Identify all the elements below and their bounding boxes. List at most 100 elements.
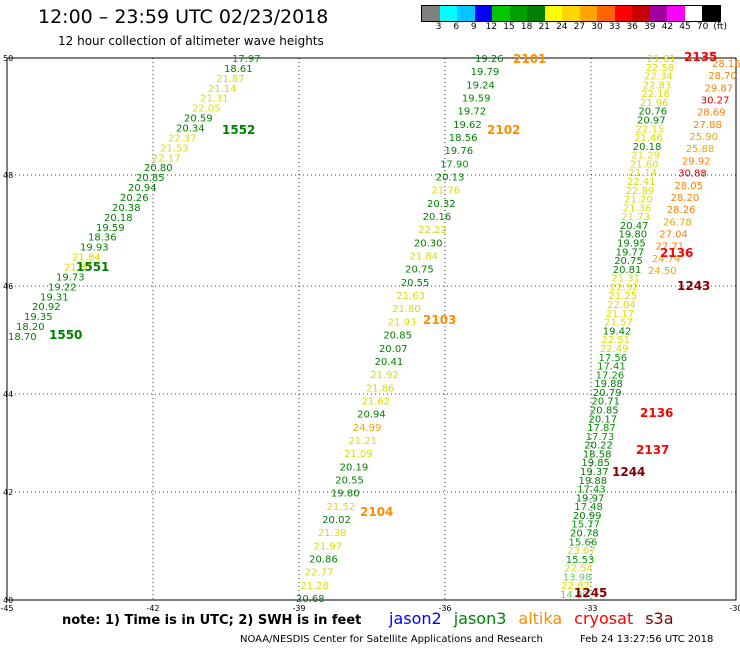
wave-height-value: 28.69 — [697, 108, 726, 119]
wave-height-value: 21.76 — [431, 186, 460, 197]
wave-height-value: 19.59 — [462, 94, 491, 105]
wave-height-value: 17.43 — [577, 485, 606, 496]
wave-height-value: 20.38 — [112, 203, 141, 214]
pass-number-label: 2101 — [513, 52, 546, 66]
wave-height-value: 21.17 — [606, 309, 635, 320]
wave-height-value: 20.94 — [128, 183, 157, 194]
wave-height-value: 21.14 — [628, 168, 657, 179]
wave-height-value: 20.34 — [176, 124, 205, 135]
wave-height-value: 20.68 — [296, 594, 325, 605]
lat-tick-label: 44 — [3, 390, 13, 399]
scale-label: 33 — [608, 22, 621, 32]
axis-ticks: -45 -42 -39 -36 -33 -30 40 42 44 46 48 50 — [0, 54, 740, 613]
wave-height-value: 19.42 — [603, 326, 632, 337]
lon-tick-label: -45 — [0, 604, 13, 613]
wave-height-value: 19.77 — [616, 247, 645, 258]
wave-height-value: 17.87 — [587, 423, 616, 434]
scale-swatch — [492, 6, 510, 21]
wave-height-value: 19.76 — [444, 146, 473, 157]
wave-height-value: 21.52 — [327, 502, 356, 513]
wave-height-value: 22.17 — [152, 153, 181, 164]
wave-height-value: 20.18 — [104, 213, 133, 224]
wave-height-value: 22.82 — [561, 581, 590, 592]
wave-height-value: 21.46 — [634, 133, 663, 144]
lat-tick-label: 40 — [3, 596, 13, 605]
lon-tick-label: -30 — [729, 604, 740, 613]
scale-swatch — [544, 6, 562, 21]
satellite-legend-item: s3a — [645, 609, 674, 628]
scale-label: 24 — [556, 22, 568, 32]
wave-height-value: 18.61 — [224, 64, 253, 75]
wave-height-value: 21.09 — [344, 449, 373, 460]
scale-swatch — [474, 6, 492, 21]
wave-height-value: 20.75 — [405, 265, 434, 276]
chart-title: 12:00 – 23:59 UTC 02/23/2018 — [38, 6, 329, 28]
pass-labels: 1552 1551 1550 2101 2102 2103 2104 2135 2136 1243… — [49, 50, 717, 600]
pass-number-label: 2137 — [636, 443, 669, 457]
wave-height-value: 27.88 — [693, 120, 722, 131]
scale-label: 70 — [696, 22, 709, 32]
lon-tick-label: -33 — [584, 604, 597, 613]
wave-height-value: 20.07 — [379, 344, 408, 355]
wave-height-value: 27.71 — [656, 242, 685, 253]
color-scale-bar — [421, 5, 721, 22]
wave-height-value: 28.16 — [712, 59, 740, 70]
scale-label: 21 — [538, 22, 550, 32]
wave-height-value: 17.41 — [597, 362, 626, 373]
wave-height-value: 20.17 — [589, 414, 618, 425]
wave-height-value: 20.80 — [144, 163, 173, 174]
wave-height-value: 20.41 — [375, 357, 404, 368]
wave-height-value: 21.20 — [624, 195, 653, 206]
scale-label: 30 — [591, 22, 603, 32]
lat-tick-label: 42 — [3, 488, 13, 497]
wave-height-value: 21.63 — [396, 291, 425, 302]
wave-height-value: 21.31 — [611, 274, 640, 285]
footer-credit: NOAA/NESDIS Center for Satellite Applica… — [240, 634, 543, 645]
lon-tick-label: -39 — [292, 604, 305, 613]
pass-number-label: 2103 — [423, 313, 456, 327]
wave-height-value: 17.48 — [574, 502, 603, 513]
scale-swatch — [667, 6, 685, 21]
wave-height-value: 21.92 — [370, 370, 399, 381]
wave-height-value: 26.78 — [663, 217, 692, 228]
wave-height-value: 21.80 — [392, 304, 421, 315]
wave-height-value: 14.80 — [560, 590, 589, 601]
lon-tick-label: -42 — [146, 604, 159, 613]
pass-number-label: 1243 — [677, 279, 710, 293]
satellite-tracks: 17.9718.6121.8721.1421.3122.0520.5920.34… — [8, 54, 740, 605]
wave-height-value: 22.77 — [305, 568, 334, 579]
scale-swatch — [562, 6, 580, 21]
wave-height-value: 13.98 — [563, 572, 592, 583]
wave-height-value: 20.26 — [120, 193, 149, 204]
wave-height-value: 22.51 — [601, 335, 630, 346]
wave-height-value: 15.53 — [566, 555, 595, 566]
scale-label: 6 — [453, 22, 460, 32]
wave-height-value: 18.70 — [8, 332, 37, 343]
wave-height-value: 19.59 — [96, 223, 125, 234]
wave-height-value: 15.77 — [571, 520, 600, 531]
wave-height-value: 17.97 — [232, 54, 261, 65]
wave-height-value: 21.38 — [318, 528, 347, 539]
scale-label: 18 — [520, 22, 533, 32]
wave-height-value: 19.22 — [48, 282, 77, 293]
scale-label: (ft) — [713, 22, 727, 32]
scale-label: 42 — [661, 22, 674, 32]
wave-height-value: 25.90 — [689, 132, 718, 143]
wave-height-value: 21.31 — [200, 94, 229, 105]
wave-height-value: 22.49 — [600, 344, 629, 355]
wave-height-value: 22.04 — [607, 300, 636, 311]
wave-height-value: 20.85 — [590, 405, 619, 416]
wave-height-value: 29.92 — [682, 156, 711, 167]
wave-height-value: 15.66 — [569, 537, 598, 548]
wave-height-value: 22.05 — [192, 104, 221, 115]
wave-height-value: 27.04 — [659, 229, 688, 240]
wave-height-value: 19.93 — [80, 243, 109, 254]
lat-tick-label: 48 — [3, 171, 13, 180]
wave-height-value: 20.76 — [638, 107, 667, 118]
wave-height-value: 20.13 — [436, 173, 465, 184]
wave-height-value: 21.60 — [630, 159, 659, 170]
pass-number-label: 2102 — [487, 123, 520, 137]
wave-height-value: 21.87 — [216, 74, 245, 85]
pass-number-label: 1244 — [612, 465, 645, 479]
